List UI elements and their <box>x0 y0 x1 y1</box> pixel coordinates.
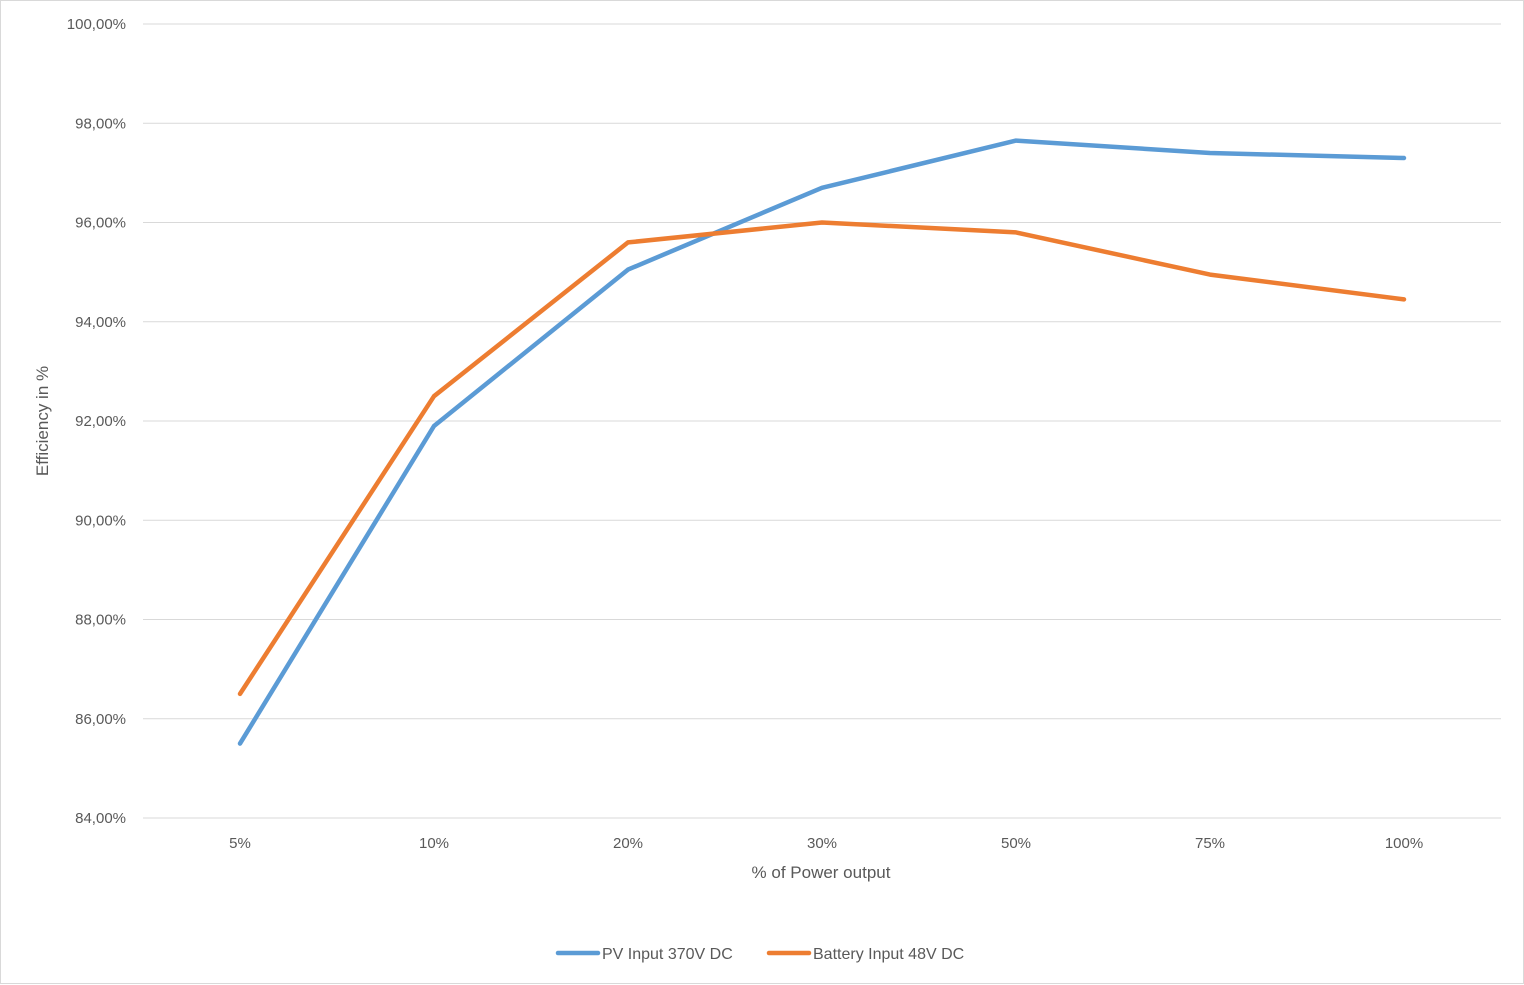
x-tick-label: 5% <box>229 835 251 852</box>
y-axis-tick-labels: 84,00% 86,00% 88,00% 90,00% 92,00% 94,00% 96,0… <box>67 16 126 827</box>
legend-label: PV Input 370V DC <box>602 946 733 963</box>
y-tick-label: 92,00% <box>75 413 126 430</box>
x-axis-tick-labels: 5% 10% 20% 30% 50% 75% 100% <box>229 835 1423 852</box>
x-tick-label: 100% <box>1385 835 1423 852</box>
y-tick-label: 90,00% <box>75 512 126 529</box>
x-tick-label: 50% <box>1001 835 1031 852</box>
y-axis-title: Efficiency in % <box>33 366 52 476</box>
x-axis-title: % of Power output <box>752 863 891 882</box>
gridlines <box>143 23 1501 819</box>
series-line-1 <box>237 138 1407 746</box>
legend-label: Battery Input 48V DC <box>813 946 964 963</box>
series-lines <box>237 138 1407 746</box>
y-tick-label: 98,00% <box>75 115 126 132</box>
x-tick-label: 10% <box>419 835 449 852</box>
y-tick-label: 100,00% <box>67 16 126 33</box>
series-line-2 <box>237 220 1407 697</box>
y-tick-label: 86,00% <box>75 711 126 728</box>
y-tick-label: 84,00% <box>75 810 126 827</box>
x-tick-label: 75% <box>1195 835 1225 852</box>
y-tick-label: 96,00% <box>75 215 126 232</box>
x-tick-label: 30% <box>807 835 837 852</box>
legend: PV Input 370V DC Battery Input 48V DC <box>555 946 964 963</box>
y-tick-label: 88,00% <box>75 612 126 629</box>
y-tick-label: 94,00% <box>75 314 126 331</box>
x-tick-label: 20% <box>613 835 643 852</box>
